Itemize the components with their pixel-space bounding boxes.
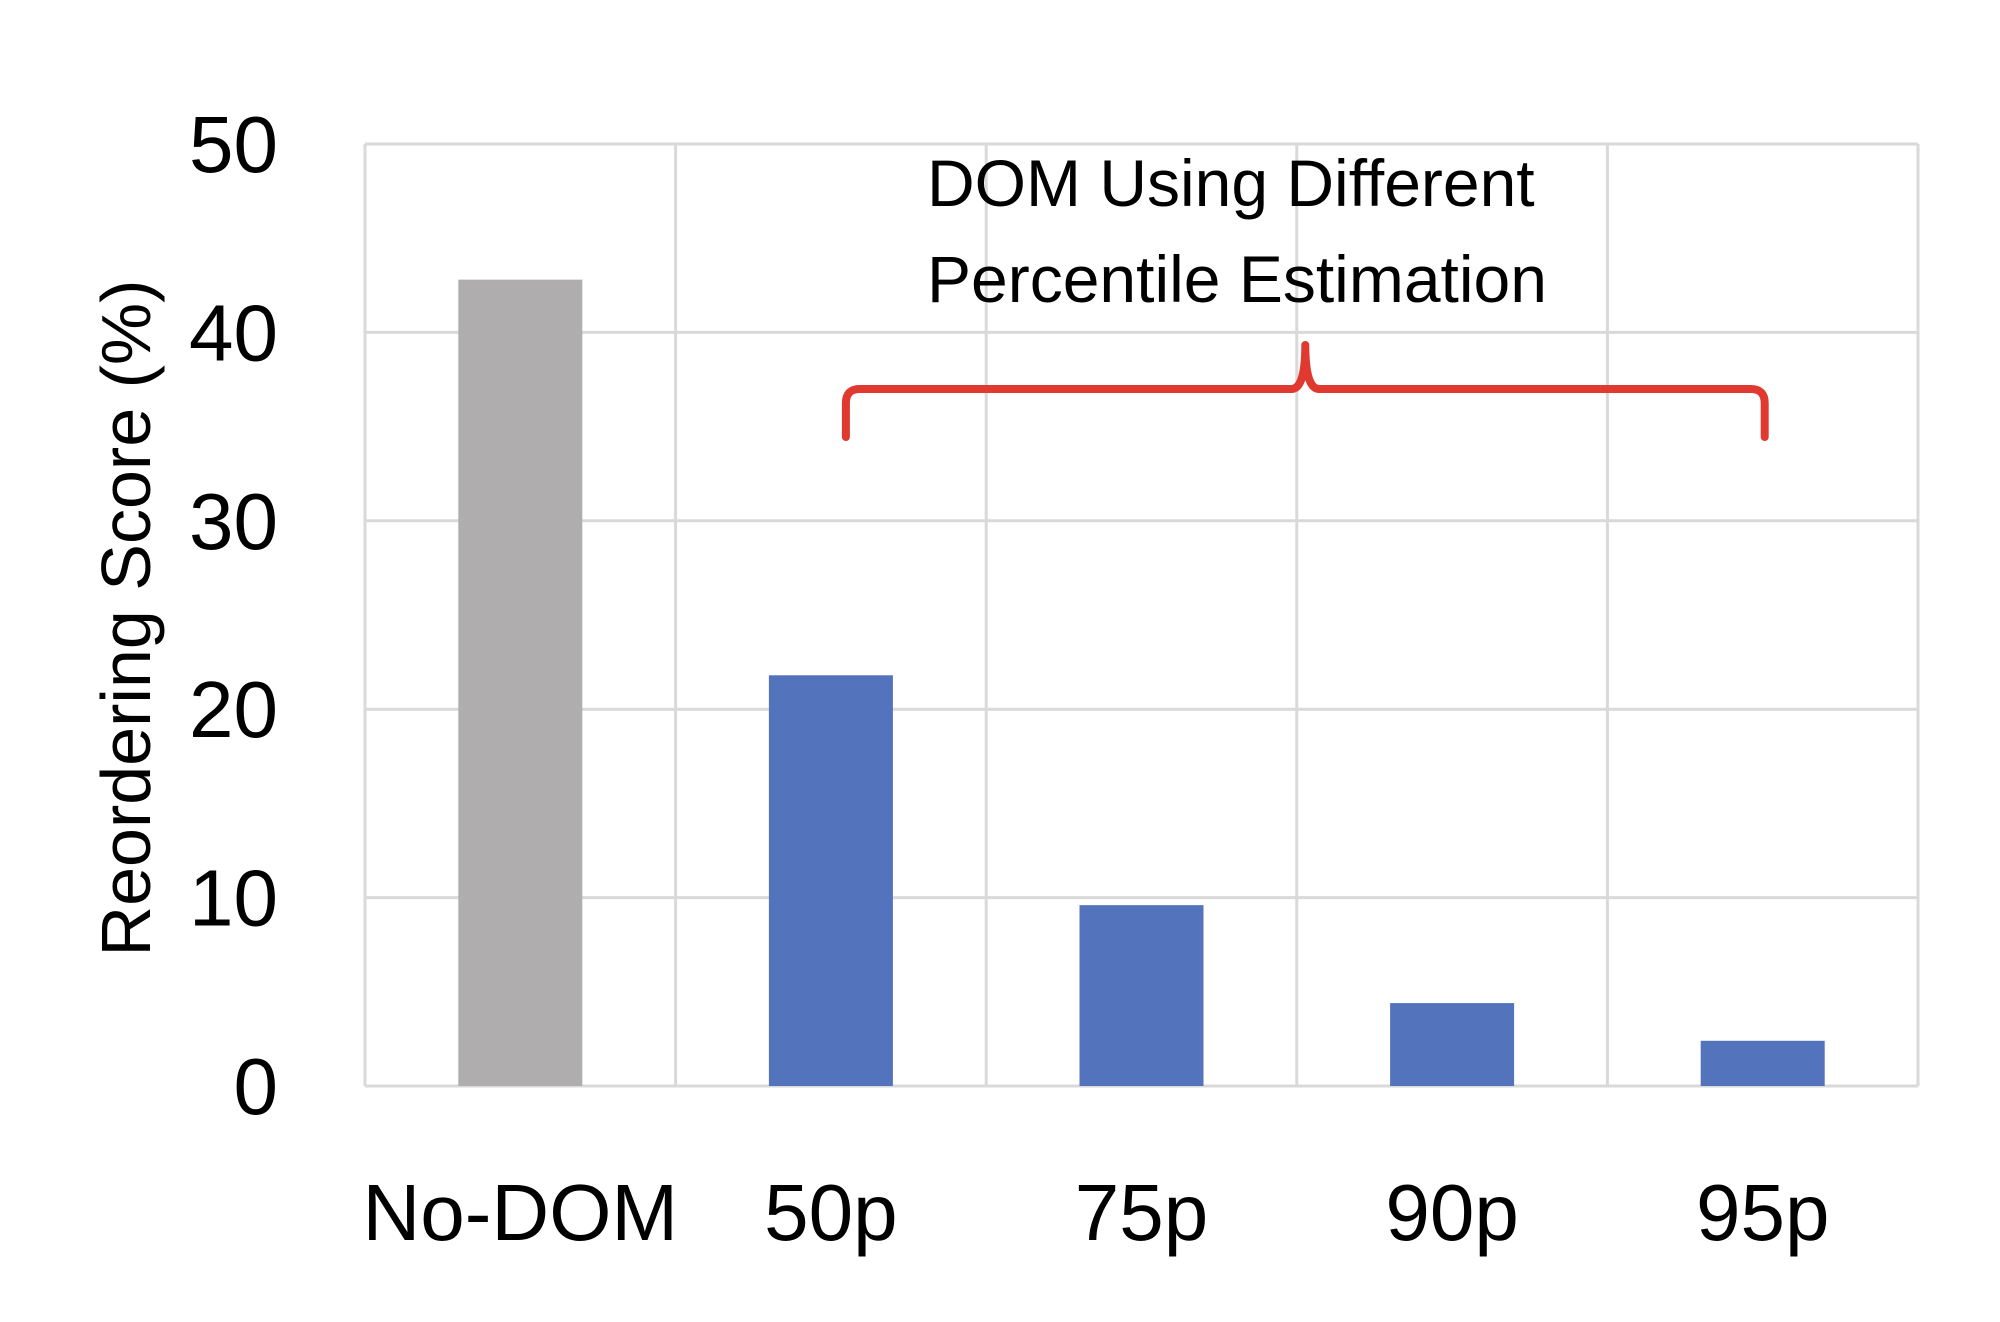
x-category-label: No-DOM xyxy=(363,1168,679,1257)
bar-layer xyxy=(458,279,1825,1086)
y-tick-label: 0 xyxy=(234,1042,279,1131)
x-category-label: 90p xyxy=(1385,1168,1518,1257)
y-tick-label: 10 xyxy=(189,854,278,943)
x-category-label: 75p xyxy=(1075,1168,1208,1257)
y-tick-label: 30 xyxy=(189,477,278,566)
y-axis-label: Reordering Score (%) xyxy=(87,280,165,957)
y-tick-layer: 0 10 20 30 40 50 xyxy=(189,100,278,1131)
bar-no-dom xyxy=(458,279,583,1086)
bar-95p xyxy=(1700,1040,1825,1086)
x-category-label: 95p xyxy=(1696,1168,1829,1257)
bar-50p xyxy=(768,675,893,1086)
grid-layer xyxy=(363,142,1920,1088)
annotation-group: DOM Using Different Percentile Estimatio… xyxy=(841,146,1769,441)
annotation-line-1: DOM Using Different xyxy=(927,146,1535,220)
bar-90p xyxy=(1390,1003,1515,1086)
y-tick-label: 20 xyxy=(189,665,278,754)
bar-75p xyxy=(1079,905,1204,1086)
annotation-bracket xyxy=(841,341,1769,441)
y-tick-label: 50 xyxy=(189,100,278,189)
y-tick-label: 40 xyxy=(189,288,278,377)
x-category-layer: No-DOM 50p 75p 90p 95p xyxy=(363,1168,1830,1257)
x-category-label: 50p xyxy=(764,1168,897,1257)
annotation-line-2: Percentile Estimation xyxy=(927,242,1547,316)
